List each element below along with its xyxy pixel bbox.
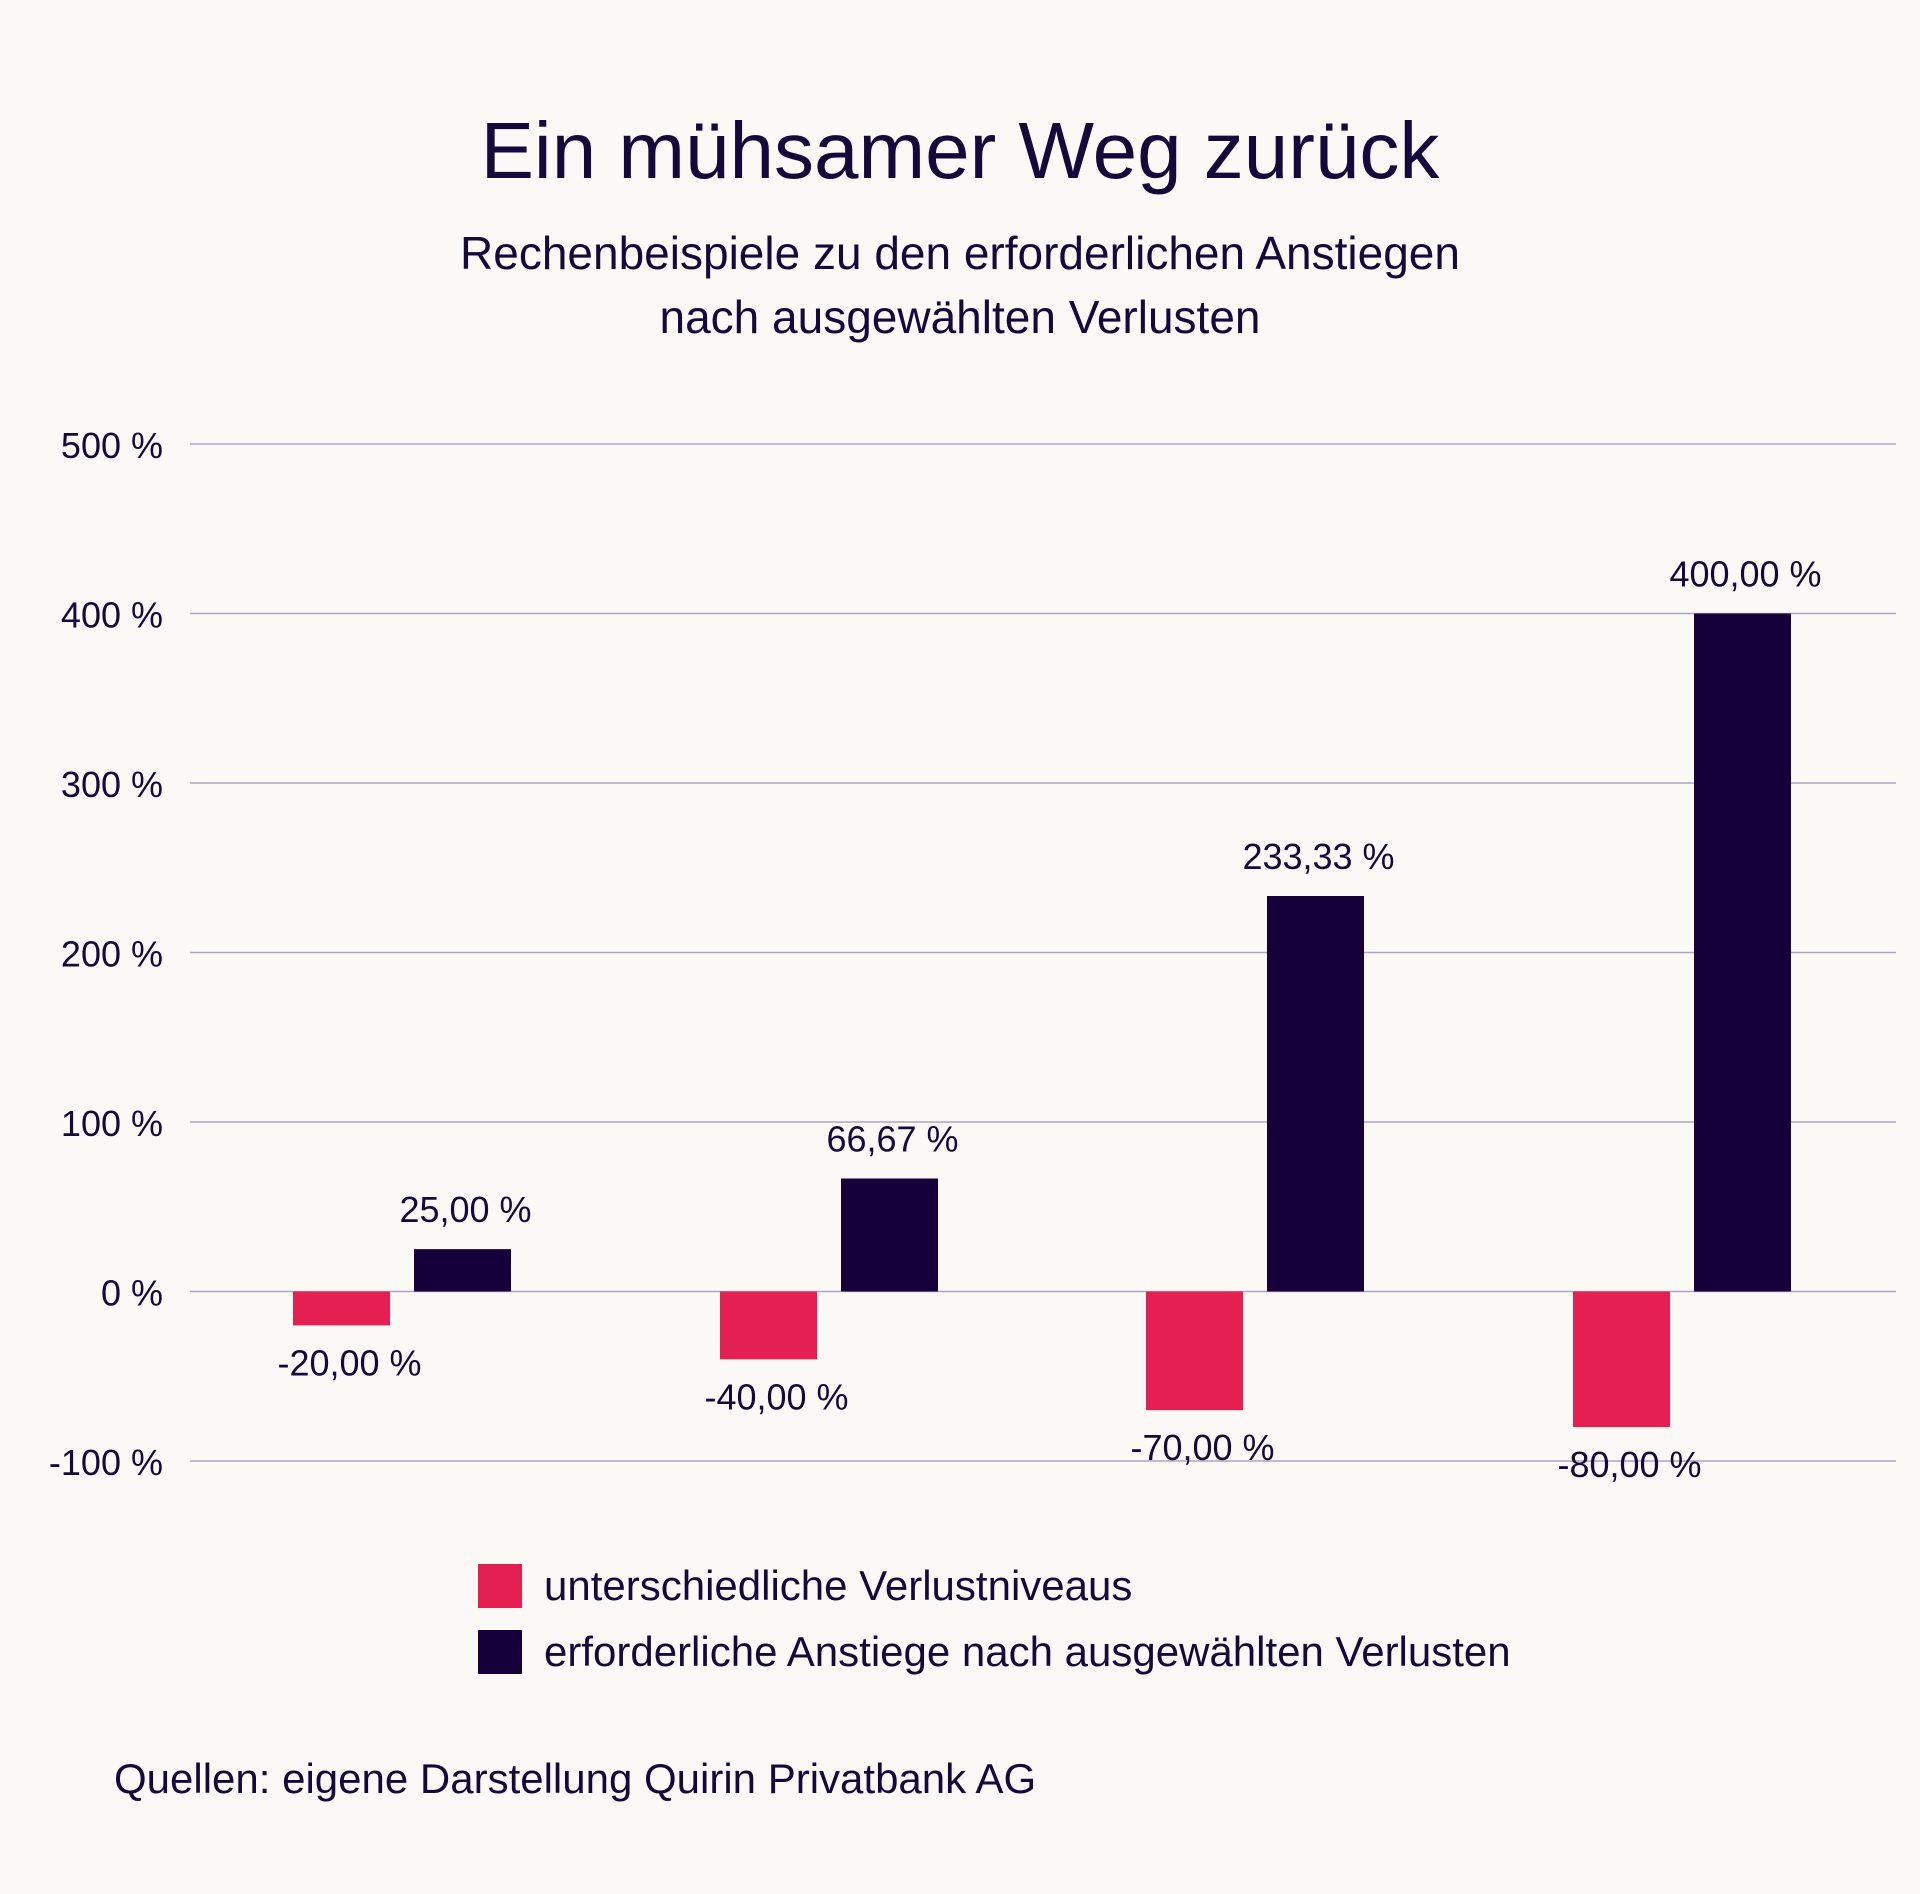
bar-gain-1 <box>414 1249 511 1292</box>
chart-subtitle-line-2: nach ausgewählten Verlusten <box>659 291 1261 343</box>
bar-loss-1 <box>293 1291 390 1326</box>
y-tick-label: 400 % <box>61 595 163 636</box>
data-label-loss-3: -70,00 % <box>1130 1427 1274 1468</box>
y-tick-label: 200 % <box>61 934 163 975</box>
chart-subtitle-line-1: Rechenbeispiele zu den erforderlichen An… <box>460 227 1460 279</box>
legend-swatch-gain <box>478 1630 522 1674</box>
y-tick-label: 500 % <box>61 425 163 466</box>
data-label-loss-2: -40,00 % <box>704 1376 848 1417</box>
bar-loss-4 <box>1573 1291 1670 1428</box>
bar-gain-2 <box>841 1178 938 1292</box>
bar-loss-3 <box>1146 1291 1243 1411</box>
legend-label-loss: unterschiedliche Verlustniveaus <box>544 1562 1133 1609</box>
legend-label-gain: erforderliche Anstiege nach ausgewählten… <box>544 1628 1511 1675</box>
legend-swatch-loss <box>478 1564 522 1608</box>
data-label-gain-1: 25,00 % <box>399 1189 531 1230</box>
y-tick-label: 100 % <box>61 1103 163 1144</box>
legend-item-gain: erforderliche Anstiege nach ausgewählten… <box>478 1628 1511 1676</box>
y-tick-label: 300 % <box>61 764 163 805</box>
source-note: Quellen: eigene Darstellung Quirin Priva… <box>114 1755 1037 1802</box>
y-tick-label: 0 % <box>101 1273 163 1314</box>
chart-title: Ein mühsamer Weg zurück <box>480 106 1440 195</box>
data-label-gain-3: 233,33 % <box>1242 836 1394 877</box>
data-label-loss-4: -80,00 % <box>1557 1444 1701 1485</box>
data-label-loss-1: -20,00 % <box>277 1342 421 1383</box>
data-label-gain-2: 66,67 % <box>826 1118 958 1159</box>
bar-loss-2 <box>720 1291 817 1360</box>
bar-gain-3 <box>1267 896 1364 1292</box>
bar-gain-4 <box>1694 613 1791 1292</box>
data-label-gain-4: 400,00 % <box>1669 554 1821 595</box>
y-tick-label: -100 % <box>49 1442 163 1483</box>
legend-item-loss: unterschiedliche Verlustniveaus <box>478 1562 1132 1610</box>
